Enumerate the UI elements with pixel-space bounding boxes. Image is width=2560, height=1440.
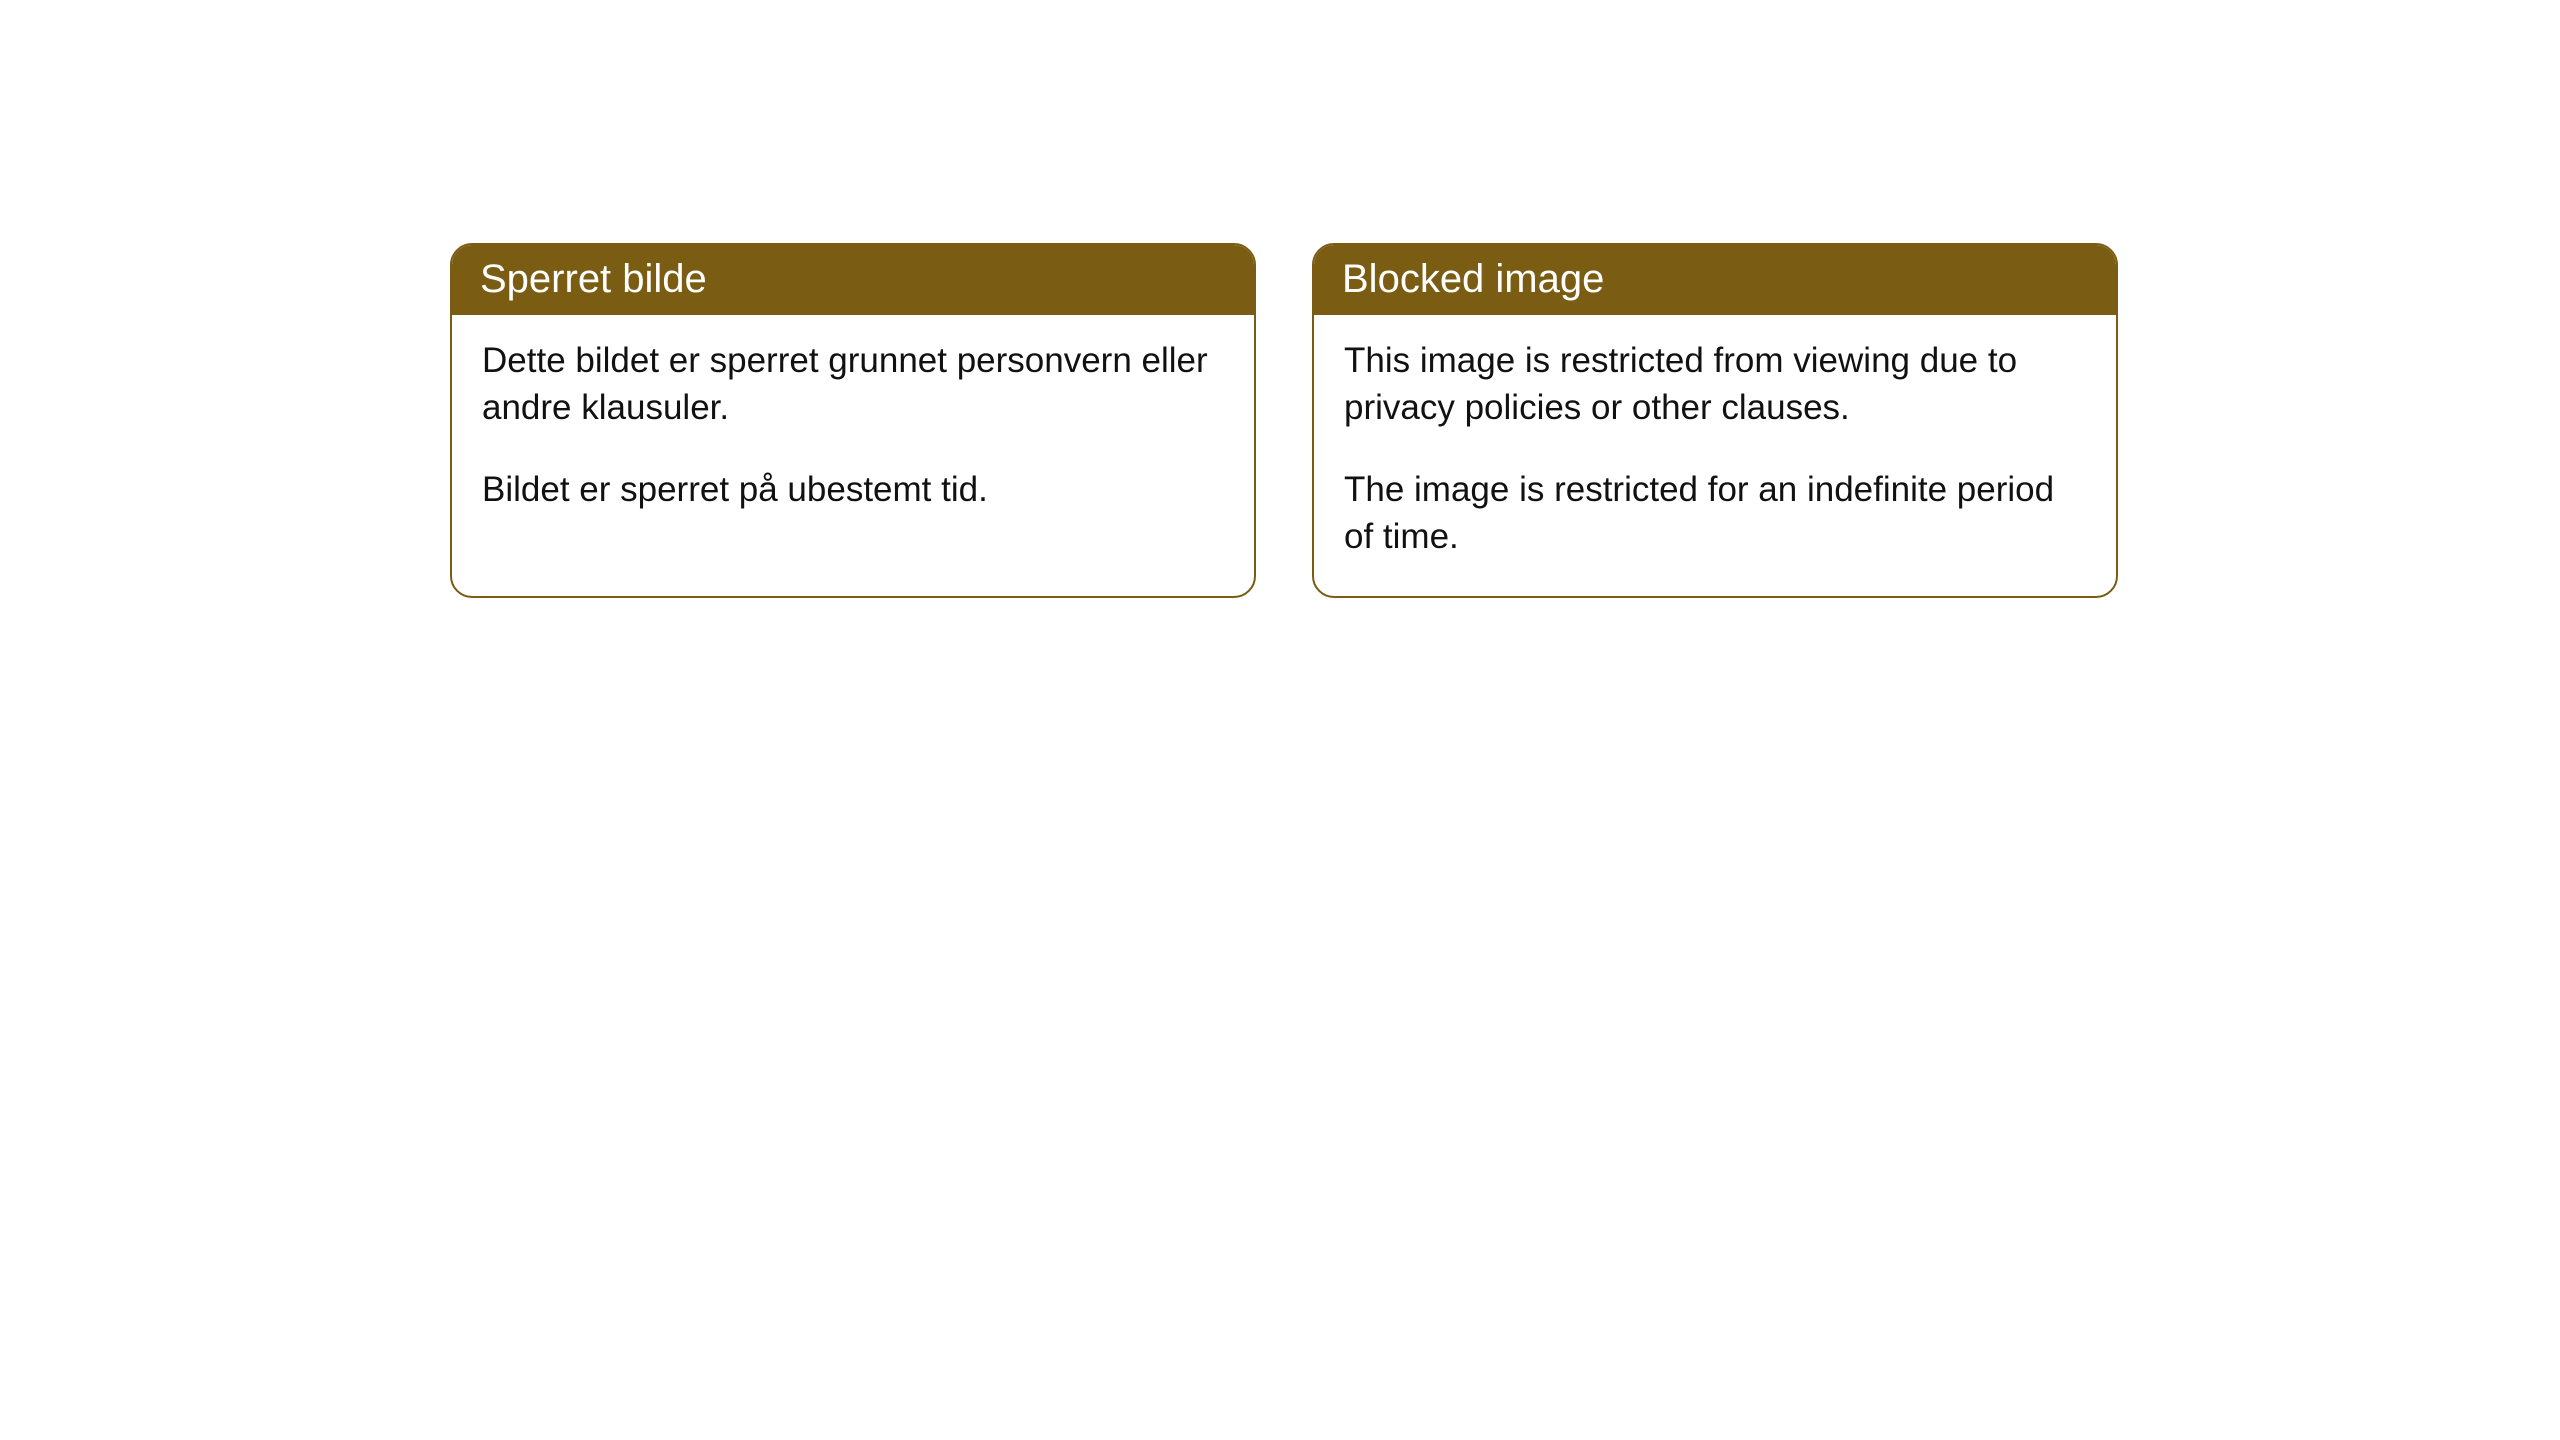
card-text-english-1: This image is restricted from viewing du…	[1344, 337, 2086, 432]
card-title-english: Blocked image	[1314, 245, 2116, 315]
card-text-english-2: The image is restricted for an indefinit…	[1344, 466, 2086, 561]
card-body-norwegian: Dette bildet er sperret grunnet personve…	[452, 315, 1254, 549]
card-title-norwegian: Sperret bilde	[452, 245, 1254, 315]
card-english: Blocked image This image is restricted f…	[1312, 243, 2118, 598]
card-text-norwegian-1: Dette bildet er sperret grunnet personve…	[482, 337, 1224, 432]
card-body-english: This image is restricted from viewing du…	[1314, 315, 2116, 596]
card-text-norwegian-2: Bildet er sperret på ubestemt tid.	[482, 466, 1224, 513]
cards-container: Sperret bilde Dette bildet er sperret gr…	[0, 0, 2560, 598]
card-norwegian: Sperret bilde Dette bildet er sperret gr…	[450, 243, 1256, 598]
